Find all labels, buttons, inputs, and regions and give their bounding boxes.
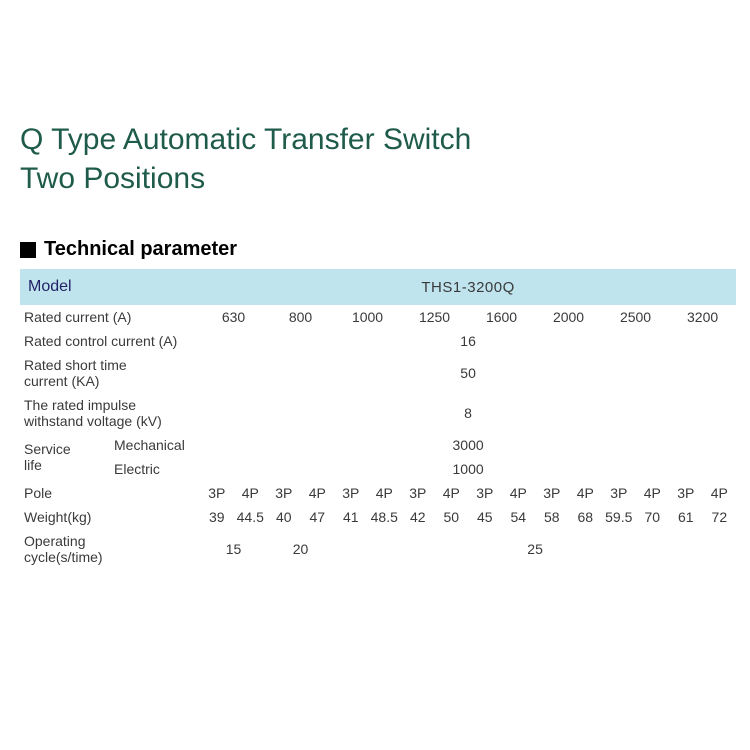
service-life-elec-value: 1000 bbox=[200, 457, 736, 481]
table-cell: 20 bbox=[267, 529, 334, 569]
table-cell: 58 bbox=[535, 505, 569, 529]
weight-label: Weight(kg) bbox=[20, 505, 200, 529]
table-cell: 3P bbox=[535, 481, 569, 505]
table-cell: 3P bbox=[334, 481, 368, 505]
service-life-mech-value: 3000 bbox=[200, 433, 736, 457]
table-cell: 1600 bbox=[468, 305, 535, 329]
pole-row: Pole 3P 4P 3P 4P 3P 4P 3P 4P 3P 4P 3P 4P… bbox=[20, 481, 736, 505]
rated-control-current-value: 16 bbox=[200, 329, 736, 353]
rated-short-time-current-label: Rated short timecurrent (KA) bbox=[20, 353, 200, 393]
table-cell: 4P bbox=[569, 481, 603, 505]
table-cell: 4P bbox=[301, 481, 335, 505]
table-cell: 4P bbox=[703, 481, 737, 505]
service-life-elec-label: Electric bbox=[110, 457, 200, 481]
table-cell: 1000 bbox=[334, 305, 401, 329]
title-line-1: Q Type Automatic Transfer Switch bbox=[20, 120, 730, 159]
operating-cycle-row: Operatingcycle(s/time) 15 20 25 bbox=[20, 529, 736, 569]
operating-cycle-label: Operatingcycle(s/time) bbox=[20, 529, 200, 569]
table-cell: 15 bbox=[200, 529, 267, 569]
table-cell: 48.5 bbox=[368, 505, 402, 529]
table-cell: 2000 bbox=[535, 305, 602, 329]
service-life-group-label: Servicelife bbox=[20, 433, 110, 481]
rated-short-time-current-row: Rated short timecurrent (KA) 50 bbox=[20, 353, 736, 393]
spec-table: Model THS1-3200Q Rated current (A) 630 8… bbox=[20, 269, 736, 570]
rated-impulse-voltage-row: The rated impulsewithstand voltage (kV) … bbox=[20, 393, 736, 433]
pole-label: Pole bbox=[20, 481, 200, 505]
model-label: Model bbox=[20, 269, 200, 305]
table-cell: 3P bbox=[602, 481, 636, 505]
table-cell: 4P bbox=[435, 481, 469, 505]
rated-control-current-label: Rated control current (A) bbox=[20, 329, 200, 353]
table-cell: 25 bbox=[334, 529, 736, 569]
model-row: Model THS1-3200Q bbox=[20, 269, 736, 305]
rated-control-current-row: Rated control current (A) 16 bbox=[20, 329, 736, 353]
table-cell: 72 bbox=[703, 505, 737, 529]
table-cell: 3P bbox=[200, 481, 234, 505]
table-cell: 39 bbox=[200, 505, 234, 529]
table-cell: 4P bbox=[368, 481, 402, 505]
table-cell: 41 bbox=[334, 505, 368, 529]
table-cell: 4P bbox=[502, 481, 536, 505]
table-cell: 42 bbox=[401, 505, 435, 529]
table-cell: 50 bbox=[435, 505, 469, 529]
section-title: Technical parameter bbox=[44, 238, 237, 261]
page-title-block: Q Type Automatic Transfer Switch Two Pos… bbox=[20, 120, 730, 198]
rated-impulse-voltage-value: 8 bbox=[200, 393, 736, 433]
section-header: Technical parameter bbox=[20, 238, 730, 261]
service-life-elec-row: Electric 1000 bbox=[20, 457, 736, 481]
table-cell: 3200 bbox=[669, 305, 736, 329]
table-cell: 45 bbox=[468, 505, 502, 529]
service-life-mech-row: Servicelife Mechanical 3000 bbox=[20, 433, 736, 457]
table-cell: 47 bbox=[301, 505, 335, 529]
rated-short-time-current-value: 50 bbox=[200, 353, 736, 393]
table-cell: 4P bbox=[636, 481, 670, 505]
table-cell: 54 bbox=[502, 505, 536, 529]
rated-impulse-voltage-label: The rated impulsewithstand voltage (kV) bbox=[20, 393, 200, 433]
table-cell: 2500 bbox=[602, 305, 669, 329]
table-cell: 1250 bbox=[401, 305, 468, 329]
table-cell: 68 bbox=[569, 505, 603, 529]
table-cell: 3P bbox=[401, 481, 435, 505]
square-marker-icon bbox=[20, 242, 36, 258]
table-cell: 70 bbox=[636, 505, 670, 529]
table-cell: 4P bbox=[234, 481, 268, 505]
table-cell: 3P bbox=[468, 481, 502, 505]
table-cell: 630 bbox=[200, 305, 267, 329]
table-cell: 44.5 bbox=[234, 505, 268, 529]
weight-row: Weight(kg) 39 44.5 40 47 41 48.5 42 50 4… bbox=[20, 505, 736, 529]
rated-current-label: Rated current (A) bbox=[20, 305, 200, 329]
title-line-2: Two Positions bbox=[20, 159, 730, 198]
table-cell: 59.5 bbox=[602, 505, 636, 529]
table-cell: 3P bbox=[669, 481, 703, 505]
rated-current-row: Rated current (A) 630 800 1000 1250 1600… bbox=[20, 305, 736, 329]
table-cell: 61 bbox=[669, 505, 703, 529]
model-value: THS1-3200Q bbox=[200, 269, 736, 305]
table-cell: 3P bbox=[267, 481, 301, 505]
table-cell: 40 bbox=[267, 505, 301, 529]
service-life-mech-label: Mechanical bbox=[110, 433, 200, 457]
table-cell: 800 bbox=[267, 305, 334, 329]
